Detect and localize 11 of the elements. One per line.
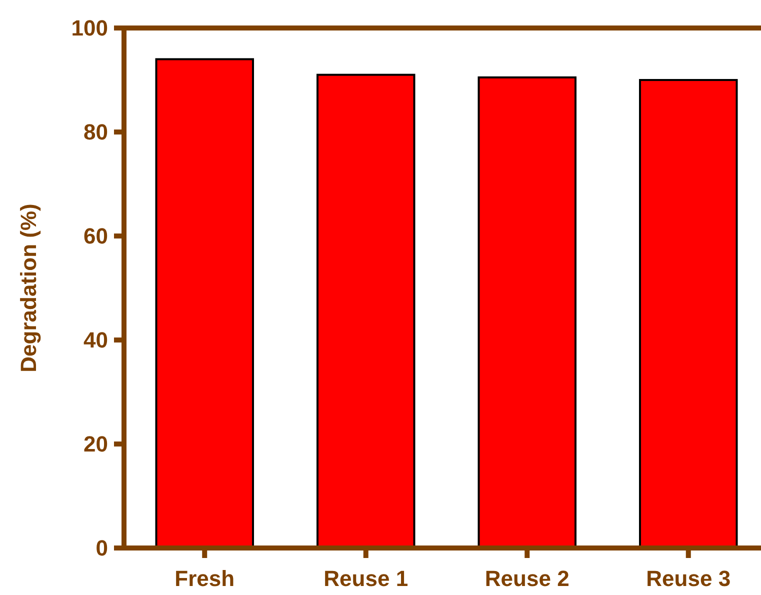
x-tick-label: Fresh <box>174 566 235 591</box>
y-tick-label: 60 <box>84 224 108 249</box>
y-axis-title: Degradation (%) <box>16 204 41 372</box>
x-tick-label: Reuse 1 <box>324 566 408 591</box>
x-tick-label: Reuse 3 <box>646 566 731 591</box>
y-tick-label: 40 <box>84 328 108 353</box>
y-tick-label: 100 <box>71 16 108 41</box>
y-tick-label: 0 <box>96 536 108 561</box>
y-tick-label: 80 <box>84 120 108 145</box>
y-tick-label: 20 <box>84 432 108 457</box>
x-tick-label: Reuse 2 <box>484 566 570 591</box>
